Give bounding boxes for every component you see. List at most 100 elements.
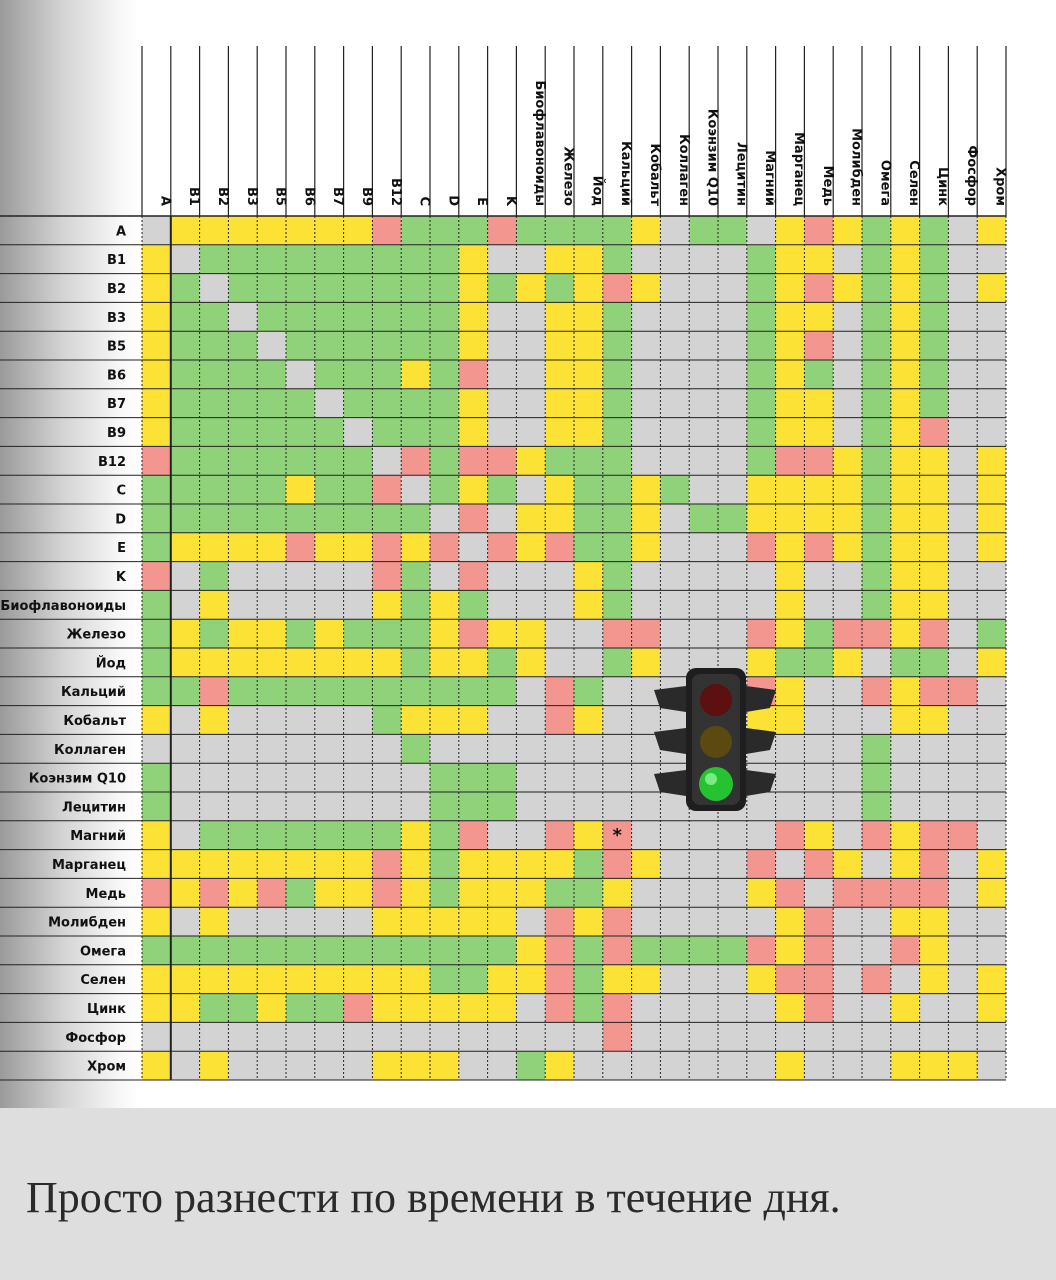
- matrix-cell: [286, 878, 315, 908]
- matrix-cell: [574, 734, 603, 764]
- matrix-cell: [890, 619, 920, 648]
- matrix-cell: [286, 244, 315, 274]
- matrix-cell: [718, 331, 747, 360]
- matrix-cell: [890, 1022, 920, 1052]
- matrix-cell: [890, 705, 920, 735]
- matrix-cell: [602, 216, 632, 245]
- matrix-cell: [833, 1022, 862, 1052]
- matrix-cell: [919, 792, 949, 821]
- matrix-cell: [746, 993, 776, 1023]
- matrix-cell: [775, 360, 805, 389]
- matrix-cell: [314, 590, 344, 620]
- matrix-cell: [286, 331, 315, 360]
- matrix-cell: [343, 446, 373, 476]
- matrix-cell: [257, 331, 286, 360]
- matrix-cell: [170, 388, 200, 418]
- matrix-cell: [718, 216, 747, 245]
- matrix-cell: [228, 964, 258, 994]
- matrix-cell: [631, 331, 661, 360]
- matrix-cell: [775, 446, 805, 476]
- matrix-cell: [833, 993, 862, 1023]
- matrix-cell: [142, 1051, 171, 1080]
- matrix-cell: [170, 619, 200, 648]
- matrix-cell: [142, 475, 171, 504]
- matrix-cell: [458, 475, 488, 504]
- matrix-cell: [804, 676, 834, 706]
- matrix-cell: [430, 878, 459, 908]
- matrix-cell: [343, 763, 373, 792]
- column-header-label: B12: [388, 178, 403, 206]
- matrix-cell: [718, 417, 747, 447]
- matrix-cell: [228, 792, 258, 821]
- matrix-cell: [401, 532, 430, 562]
- matrix-cell: [314, 388, 344, 418]
- matrix-cell: [948, 561, 978, 591]
- matrix-cell: [228, 244, 258, 274]
- matrix-cell: [833, 936, 862, 965]
- matrix-cell: [142, 878, 171, 908]
- matrix-cell: [487, 820, 517, 850]
- matrix-cell: [718, 878, 747, 908]
- matrix-cell: [286, 561, 315, 591]
- matrix-cell: [487, 907, 517, 936]
- matrix-cell: [516, 216, 546, 245]
- matrix-cell: [430, 417, 459, 447]
- matrix-cell: [689, 849, 718, 879]
- matrix-cell: [372, 648, 402, 677]
- matrix-cell: [574, 763, 603, 792]
- matrix-cell: [142, 705, 171, 735]
- matrix-cell: [977, 849, 1006, 879]
- matrix-cell: [516, 705, 546, 735]
- matrix-cell: [862, 993, 891, 1023]
- matrix-cell: [545, 331, 574, 360]
- matrix-cell: [977, 388, 1006, 418]
- matrix-cell: [804, 849, 834, 879]
- matrix-cell: [228, 936, 258, 965]
- matrix-cell: [487, 1051, 517, 1080]
- matrix-cell: [487, 763, 517, 792]
- column-header-label: Кобальт: [647, 143, 662, 206]
- matrix-cell: [170, 1051, 200, 1080]
- matrix-cell: [228, 1022, 258, 1052]
- matrix-cell: [343, 619, 373, 648]
- matrix-cell: [458, 244, 488, 274]
- matrix-cell: [142, 734, 171, 764]
- matrix-cell: [257, 532, 286, 562]
- matrix-cell: [430, 302, 459, 332]
- matrix-cell: [804, 964, 834, 994]
- matrix-cell: [170, 936, 200, 965]
- matrix-cell: [660, 619, 690, 648]
- matrix-cell: [833, 360, 862, 389]
- matrix-cell: [487, 244, 517, 274]
- matrix-cell: [487, 676, 517, 706]
- matrix-cell: [257, 964, 286, 994]
- matrix-cell: [689, 302, 718, 332]
- matrix-cell: [487, 532, 517, 562]
- matrix-cell: [804, 993, 834, 1023]
- matrix-cell: [372, 792, 402, 821]
- matrix-cell: [257, 561, 286, 591]
- matrix-cell: [574, 504, 603, 533]
- matrix-cell: [257, 936, 286, 965]
- matrix-cell: [689, 993, 718, 1023]
- matrix-cell: [343, 561, 373, 591]
- matrix-cell: [919, 446, 949, 476]
- matrix-cell: [401, 1051, 430, 1080]
- matrix-cell: [804, 1051, 834, 1080]
- matrix-cell: [574, 792, 603, 821]
- matrix-cell: [545, 561, 574, 591]
- matrix-cell: [516, 1022, 546, 1052]
- matrix-cell: [458, 561, 488, 591]
- matrix-cell: [170, 561, 200, 591]
- matrix-cell: [487, 878, 517, 908]
- matrix-cell: [948, 849, 978, 879]
- matrix-cell: [890, 1051, 920, 1080]
- matrix-cell: [545, 475, 574, 504]
- matrix-cell: [430, 648, 459, 677]
- matrix-cell: [257, 792, 286, 821]
- matrix-cell: [833, 676, 862, 706]
- matrix-cell: [228, 360, 258, 389]
- matrix-cell: [948, 705, 978, 735]
- matrix-cell: [804, 273, 834, 303]
- matrix-cell: [401, 504, 430, 533]
